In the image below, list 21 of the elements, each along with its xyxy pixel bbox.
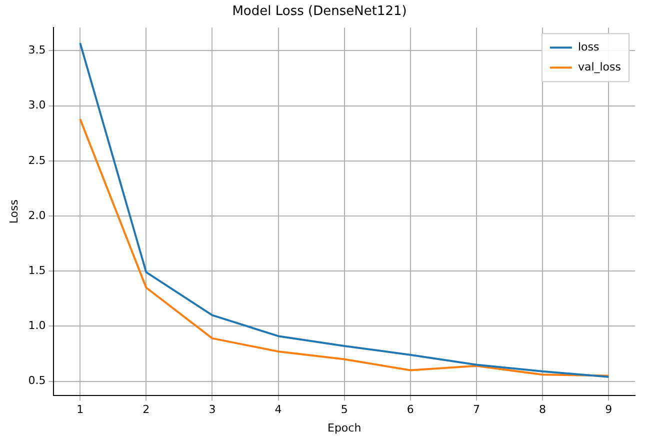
x-tick-label: 7 bbox=[472, 403, 480, 416]
y-tick-label: 3.5 bbox=[28, 44, 46, 57]
x-tick-label: 4 bbox=[274, 403, 282, 416]
x-tick-label: 1 bbox=[76, 403, 84, 416]
legend-label: loss bbox=[578, 40, 600, 54]
y-axis-title: Loss bbox=[7, 199, 20, 224]
y-tick-label: 1.5 bbox=[28, 264, 46, 277]
x-tick-label: 2 bbox=[142, 403, 150, 416]
y-tick-label: 0.5 bbox=[28, 374, 46, 388]
y-tick-label: 2.5 bbox=[28, 154, 46, 167]
y-tick-label: 3.0 bbox=[28, 98, 46, 112]
x-tick-label: 5 bbox=[340, 403, 348, 416]
chart-title: Model Loss (DenseNet121) bbox=[232, 4, 407, 20]
x-tick-label: 3 bbox=[208, 403, 216, 416]
x-tick-label: 8 bbox=[539, 403, 546, 416]
legend-label: val_loss bbox=[578, 60, 622, 74]
x-tick-label: 9 bbox=[605, 403, 612, 416]
x-axis-title: Epoch bbox=[328, 421, 362, 434]
y-tick-label: 2.0 bbox=[28, 208, 46, 222]
x-tick-label: 6 bbox=[406, 403, 414, 416]
y-tick-label: 1.0 bbox=[28, 319, 46, 332]
